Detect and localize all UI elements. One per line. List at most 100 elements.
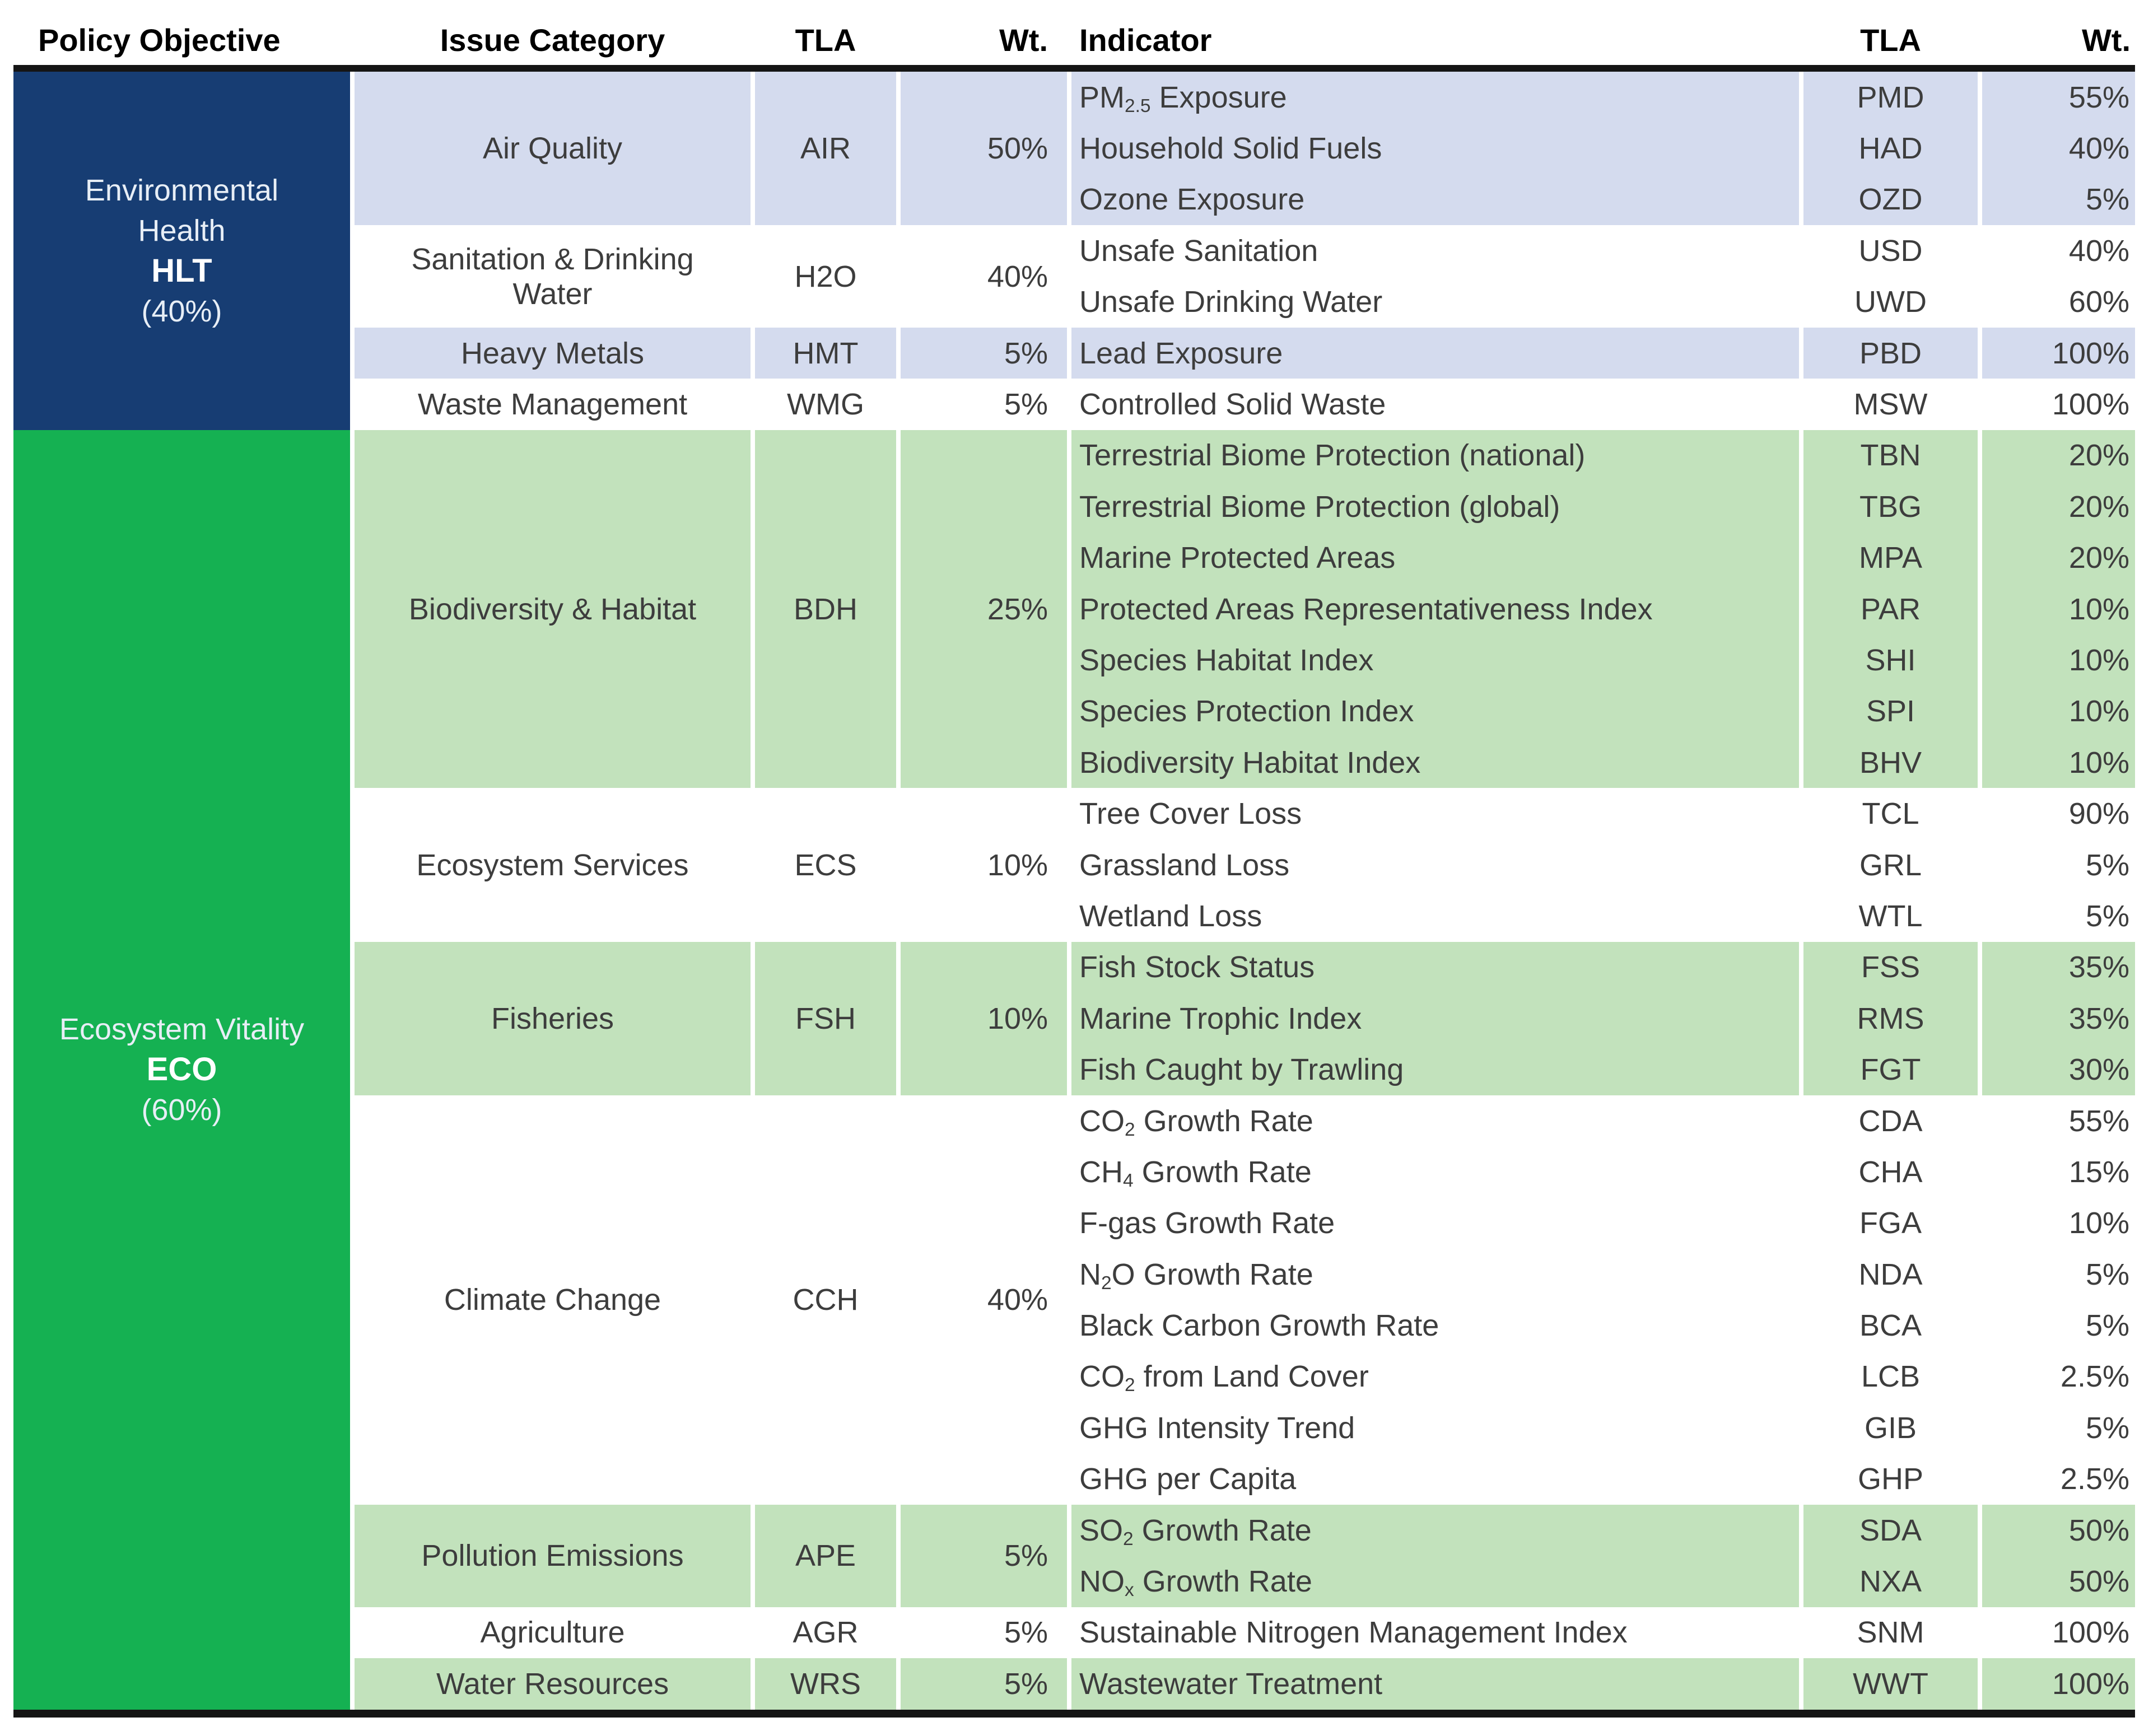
issue-category-tla-cell: WRS bbox=[755, 1658, 896, 1710]
issue-category-cell: Waste Management bbox=[355, 379, 751, 430]
policy-objective-cell: Environmental Health HLT (40%) bbox=[13, 72, 350, 430]
indicator-weight: 40% bbox=[2068, 234, 2129, 268]
issue-category-name: Agriculture bbox=[480, 1616, 625, 1650]
indicator-tla: GIB bbox=[1864, 1411, 1917, 1445]
indicator-label: N2O Growth Rate bbox=[1079, 1257, 1313, 1294]
header-indicator: Indicator bbox=[1079, 22, 1212, 58]
indicator-weight: 55% bbox=[2068, 80, 2129, 114]
indicator-tla: MPA bbox=[1858, 541, 1922, 575]
indicator-label: Marine Protected Areas bbox=[1079, 541, 1396, 575]
indicator-cell: Tree Cover Loss bbox=[1071, 788, 1799, 839]
indicator-weight: 50% bbox=[2068, 1513, 2129, 1547]
indicator-weight-cell: 10% bbox=[1982, 1197, 2135, 1249]
issue-category-name: Air Quality bbox=[482, 132, 623, 166]
issue-category-name: Biodiversity & Habitat bbox=[408, 592, 697, 626]
indicator-cell: Ozone Exposure bbox=[1071, 174, 1799, 226]
indicator-tla-cell: SPI bbox=[1803, 685, 1978, 738]
indicator-weight-cell: 15% bbox=[1982, 1146, 2135, 1198]
indicator-weight-cell: 20% bbox=[1982, 430, 2135, 482]
indicator-weight: 5% bbox=[2085, 183, 2129, 217]
indicator-tla: USD bbox=[1858, 234, 1923, 268]
indicator-tla: GHP bbox=[1857, 1462, 1924, 1496]
indicator-tla: WTL bbox=[1858, 899, 1923, 933]
header-tla-left: TLA bbox=[795, 22, 856, 58]
indicator-weight: 10% bbox=[2068, 1206, 2129, 1240]
issue-category-weight: 10% bbox=[987, 1001, 1048, 1035]
indicator-weight-cell: 10% bbox=[1982, 634, 2135, 686]
indicator-weight-cell: 5% bbox=[1982, 890, 2135, 942]
issue-category-tla-cell: CCH bbox=[755, 1095, 896, 1505]
indicator-tla-cell: OZD bbox=[1803, 174, 1978, 226]
issue-category-cell: Biodiversity & Habitat bbox=[355, 430, 751, 788]
indicator-tla-cell: RMS bbox=[1803, 993, 1978, 1044]
indicator-tla-cell: BHV bbox=[1803, 737, 1978, 788]
indicator-weight-cell: 5% bbox=[1982, 1248, 2135, 1300]
indicator-tla: FSS bbox=[1861, 950, 1921, 984]
issue-category-tla: WMG bbox=[787, 388, 864, 422]
indicator-tla-cell: GIB bbox=[1803, 1402, 1978, 1454]
issue-category-weight-cell: 40% bbox=[901, 1095, 1067, 1505]
indicator-weight: 100% bbox=[2052, 336, 2129, 370]
indicator-weight-cell: 60% bbox=[1982, 276, 2135, 328]
indicator-weight-cell: 100% bbox=[1982, 379, 2135, 430]
issue-category-cell: Fisheries bbox=[355, 941, 751, 1095]
indicator-label: Grassland Loss bbox=[1079, 848, 1290, 882]
indicator-label: Biodiversity Habitat Index bbox=[1079, 745, 1421, 780]
issue-category-weight: 5% bbox=[1004, 1667, 1048, 1701]
framework-table-body: Environmental Health HLT (40%) Air Quality AI… bbox=[13, 72, 2135, 1710]
indicator-tla: LCB bbox=[1861, 1360, 1921, 1394]
issue-category-cell: Heavy Metals bbox=[355, 327, 751, 379]
table-header-row: Policy Objective Issue Category TLA Wt. … bbox=[13, 0, 2135, 65]
indicator-tla: RMS bbox=[1857, 1001, 1924, 1035]
indicator-tla-cell: HAD bbox=[1803, 123, 1978, 174]
indicator-tla: SHI bbox=[1865, 643, 1916, 677]
indicator-weight-cell: 50% bbox=[1982, 1504, 2135, 1556]
indicator-weight: 10% bbox=[2068, 592, 2129, 626]
indicator-tla-cell: NXA bbox=[1803, 1556, 1978, 1607]
indicator-weight-cell: 90% bbox=[1982, 788, 2135, 839]
indicator-tla-cell: CDA bbox=[1803, 1095, 1978, 1147]
indicator-tla: FGT bbox=[1860, 1053, 1921, 1087]
indicator-tla: TBG bbox=[1859, 489, 1922, 524]
indicator-cell: Wetland Loss bbox=[1071, 890, 1799, 942]
indicator-cell: CO2 Growth Rate bbox=[1071, 1095, 1799, 1147]
indicator-weight: 15% bbox=[2068, 1155, 2129, 1189]
issue-category-weight: 25% bbox=[987, 592, 1048, 626]
indicator-label: Lead Exposure bbox=[1079, 336, 1283, 370]
issue-category-tla: FSH bbox=[795, 1001, 856, 1035]
indicator-cell: Unsafe Drinking Water bbox=[1071, 276, 1799, 328]
indicator-label: Terrestrial Biome Protection (national) bbox=[1079, 438, 1586, 473]
header-wt-left: Wt. bbox=[999, 22, 1048, 58]
issue-category-weight-cell: 50% bbox=[901, 72, 1067, 226]
issue-category-cell: Air Quality bbox=[355, 72, 751, 226]
indicator-weight: 5% bbox=[2085, 1411, 2129, 1445]
issue-category-tla-cell: AIR bbox=[755, 72, 896, 226]
issue-category-name: Waste Management bbox=[417, 388, 688, 422]
indicator-weight: 5% bbox=[2085, 1257, 2129, 1291]
indicator-tla-cell: WWT bbox=[1803, 1658, 1978, 1710]
indicator-cell: SO2 Growth Rate bbox=[1071, 1504, 1799, 1556]
issue-category-name: Ecosystem Services bbox=[416, 848, 689, 882]
indicator-weight: 2.5% bbox=[2060, 1360, 2129, 1394]
indicator-cell: Protected Areas Representativeness Index bbox=[1071, 583, 1799, 635]
indicator-weight: 20% bbox=[2068, 489, 2129, 524]
policy-objective-weight: (60%) bbox=[141, 1093, 222, 1127]
indicator-cell: Lead Exposure bbox=[1071, 327, 1799, 379]
indicator-cell: Biodiversity Habitat Index bbox=[1071, 737, 1799, 788]
indicator-cell: Black Carbon Growth Rate bbox=[1071, 1300, 1799, 1351]
indicator-weight-cell: 40% bbox=[1982, 225, 2135, 277]
indicator-weight-cell: 35% bbox=[1982, 993, 2135, 1044]
header-tla-right: TLA bbox=[1860, 22, 1921, 58]
indicator-label: Protected Areas Representativeness Index bbox=[1079, 592, 1653, 626]
issue-category-tla: H2O bbox=[794, 259, 857, 293]
indicator-label: Sustainable Nitrogen Management Index bbox=[1079, 1616, 1628, 1650]
indicator-cell: NOx Growth Rate bbox=[1071, 1556, 1799, 1607]
indicator-weight-cell: 2.5% bbox=[1982, 1453, 2135, 1505]
indicator-weight-cell: 100% bbox=[1982, 1658, 2135, 1710]
indicator-tla: OZD bbox=[1858, 183, 1923, 217]
indicator-weight: 10% bbox=[2068, 643, 2129, 677]
issue-category-cell: Ecosystem Services bbox=[355, 788, 751, 942]
indicator-label: F-gas Growth Rate bbox=[1079, 1206, 1335, 1240]
indicator-cell: CO2 from Land Cover bbox=[1071, 1351, 1799, 1403]
indicator-weight: 35% bbox=[2068, 950, 2129, 984]
